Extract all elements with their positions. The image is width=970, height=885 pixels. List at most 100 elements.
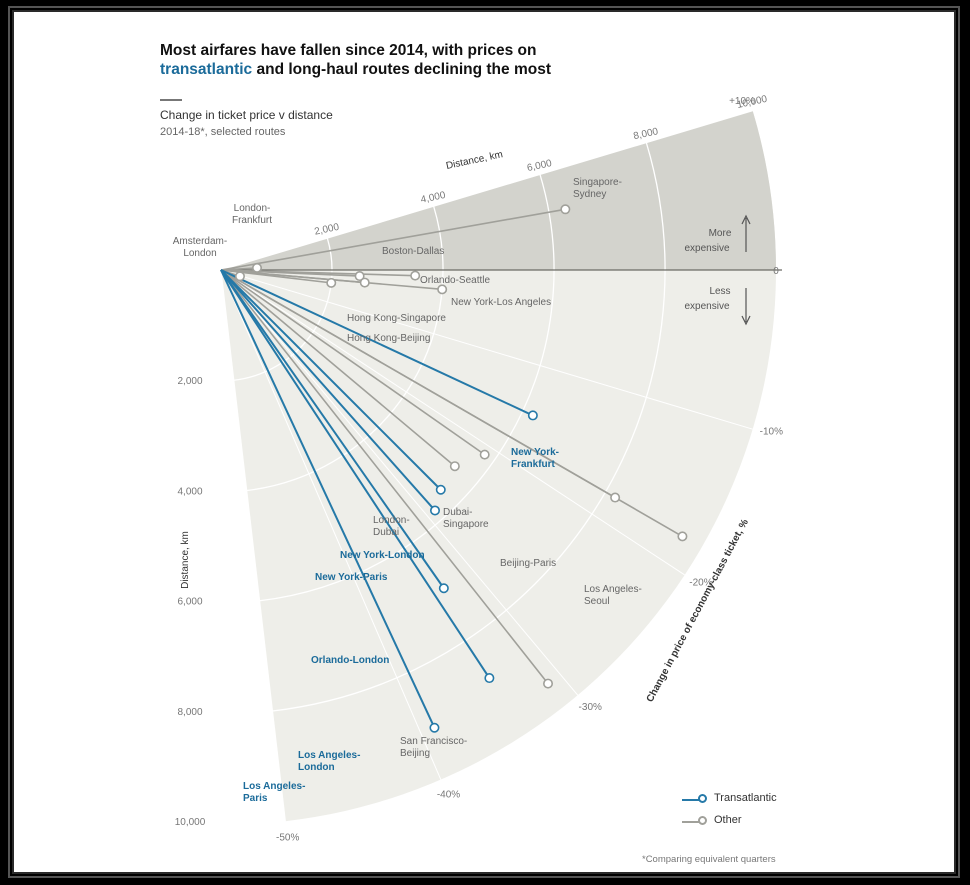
legend-dot xyxy=(698,794,707,803)
route-label: Orlando-London xyxy=(311,655,389,666)
route-label: Los Angeles- xyxy=(298,750,360,761)
title-line-1: Most airfares have fallen since 2014, wi… xyxy=(160,42,537,59)
route-label: New York-London xyxy=(340,550,425,561)
less-expensive-label: expensive xyxy=(684,301,729,312)
route-label: Frankfurt xyxy=(232,215,272,226)
route-point xyxy=(252,262,263,273)
route-label: Boston-Dallas xyxy=(382,246,444,257)
distance-tick-label-top: 2,000 xyxy=(313,222,340,238)
chart-subnote: 2014-18*, selected routes xyxy=(160,126,286,138)
route-label: Hong Kong-Beijing xyxy=(347,333,430,344)
angle-gridline xyxy=(220,110,753,271)
route-label: Singapore xyxy=(443,519,489,530)
route-line xyxy=(220,269,534,417)
route-label: Los Angeles- xyxy=(243,781,305,792)
distance-tick-label-left: 10,000 xyxy=(175,817,206,828)
route-label: Frankfurt xyxy=(511,459,556,470)
angle-tick-label: -30% xyxy=(579,702,602,713)
title-rest: and long-haul routes declining the most xyxy=(252,61,551,78)
route-line xyxy=(220,269,486,456)
angle-gridline xyxy=(220,269,753,430)
angle-gridline xyxy=(220,269,685,576)
route-label: Amsterdam- xyxy=(173,236,227,247)
route-label: San Francisco- xyxy=(400,736,467,747)
route-label: New York-Paris xyxy=(315,572,388,583)
route-point xyxy=(484,673,495,684)
route-label: Dubai- xyxy=(443,507,472,518)
distance-tick-label-left: 8,000 xyxy=(177,707,202,718)
up-arrow xyxy=(741,214,751,252)
route-label: Singapore- xyxy=(573,177,622,188)
legend-item-other: Other xyxy=(670,812,800,830)
legend-label: Other xyxy=(714,814,742,826)
fan-positive-zone xyxy=(221,110,776,270)
route-point xyxy=(359,277,370,288)
route-line xyxy=(220,269,436,512)
down-arrow xyxy=(741,288,751,326)
route-label: Hong Kong-Singapore xyxy=(347,313,446,324)
legend-line xyxy=(682,821,700,823)
route-point xyxy=(543,678,554,689)
route-label: Sydney xyxy=(573,189,606,200)
route-point xyxy=(429,722,440,733)
route-point xyxy=(560,204,571,215)
route-point xyxy=(449,461,460,472)
angle-tick-label: -10% xyxy=(760,427,783,438)
angle-tick-label: -20% xyxy=(689,578,712,589)
angle-tick-label: -40% xyxy=(437,789,460,800)
route-point xyxy=(527,410,538,421)
route-label: Dubai xyxy=(373,527,399,538)
route-label: Paris xyxy=(243,793,268,804)
route-label: Los Angeles- xyxy=(584,584,642,595)
legend-line xyxy=(682,799,700,801)
route-label: London xyxy=(298,762,335,773)
route-label: Orlando-Seattle xyxy=(420,275,490,286)
route-line xyxy=(220,269,436,729)
route-point xyxy=(438,583,449,594)
route-point xyxy=(234,271,245,282)
distance-tick-label-left: 2,000 xyxy=(177,376,202,387)
y-axis-title: Distance, km xyxy=(180,531,191,589)
less-expensive-label: Less xyxy=(709,286,730,297)
route-label: Beijing-Paris xyxy=(500,558,556,569)
legend-dot xyxy=(698,816,707,825)
more-expensive-label: More xyxy=(709,228,732,239)
route-point xyxy=(479,449,490,460)
route-point xyxy=(354,271,365,282)
route-point xyxy=(437,284,448,295)
route-point xyxy=(435,484,446,495)
route-label: Beijing xyxy=(400,748,430,759)
route-line xyxy=(220,269,442,491)
route-point xyxy=(410,270,421,281)
route-line xyxy=(220,208,566,271)
distance-tick-label-top: 6,000 xyxy=(526,158,553,174)
route-label: Seoul xyxy=(584,596,610,607)
route-label: London xyxy=(183,248,216,259)
angle-tick-label: 0 xyxy=(773,266,779,277)
chart-title: Most airfares have fallen since 2014, wi… xyxy=(160,41,551,79)
route-line xyxy=(220,269,549,685)
more-expensive-label: expensive xyxy=(684,243,729,254)
fan-background xyxy=(221,110,777,822)
route-point xyxy=(610,492,621,503)
distance-tick-label-left: 4,000 xyxy=(177,486,202,497)
distance-tick-label-left: 6,000 xyxy=(177,597,202,608)
legend-label: Transatlantic xyxy=(714,792,777,804)
footnote: *Comparing equivalent quarters xyxy=(642,854,776,865)
chart-subtitle: Change in ticket price v distance xyxy=(160,108,333,122)
route-label: London- xyxy=(373,515,410,526)
angle-gridline xyxy=(220,269,286,822)
route-line xyxy=(220,269,683,538)
route-line xyxy=(220,269,491,679)
route-label: New York- xyxy=(511,447,559,458)
route-line xyxy=(220,269,445,589)
title-highlight: transatlantic xyxy=(160,61,253,78)
route-point xyxy=(677,531,688,542)
route-label: London- xyxy=(234,203,271,214)
legend-item-transatlantic: Transatlantic xyxy=(670,790,800,808)
route-point xyxy=(429,505,440,516)
route-line xyxy=(220,269,456,467)
distance-tick-label-top: 8,000 xyxy=(632,126,659,142)
x-axis-title: Distance, km xyxy=(445,149,504,172)
